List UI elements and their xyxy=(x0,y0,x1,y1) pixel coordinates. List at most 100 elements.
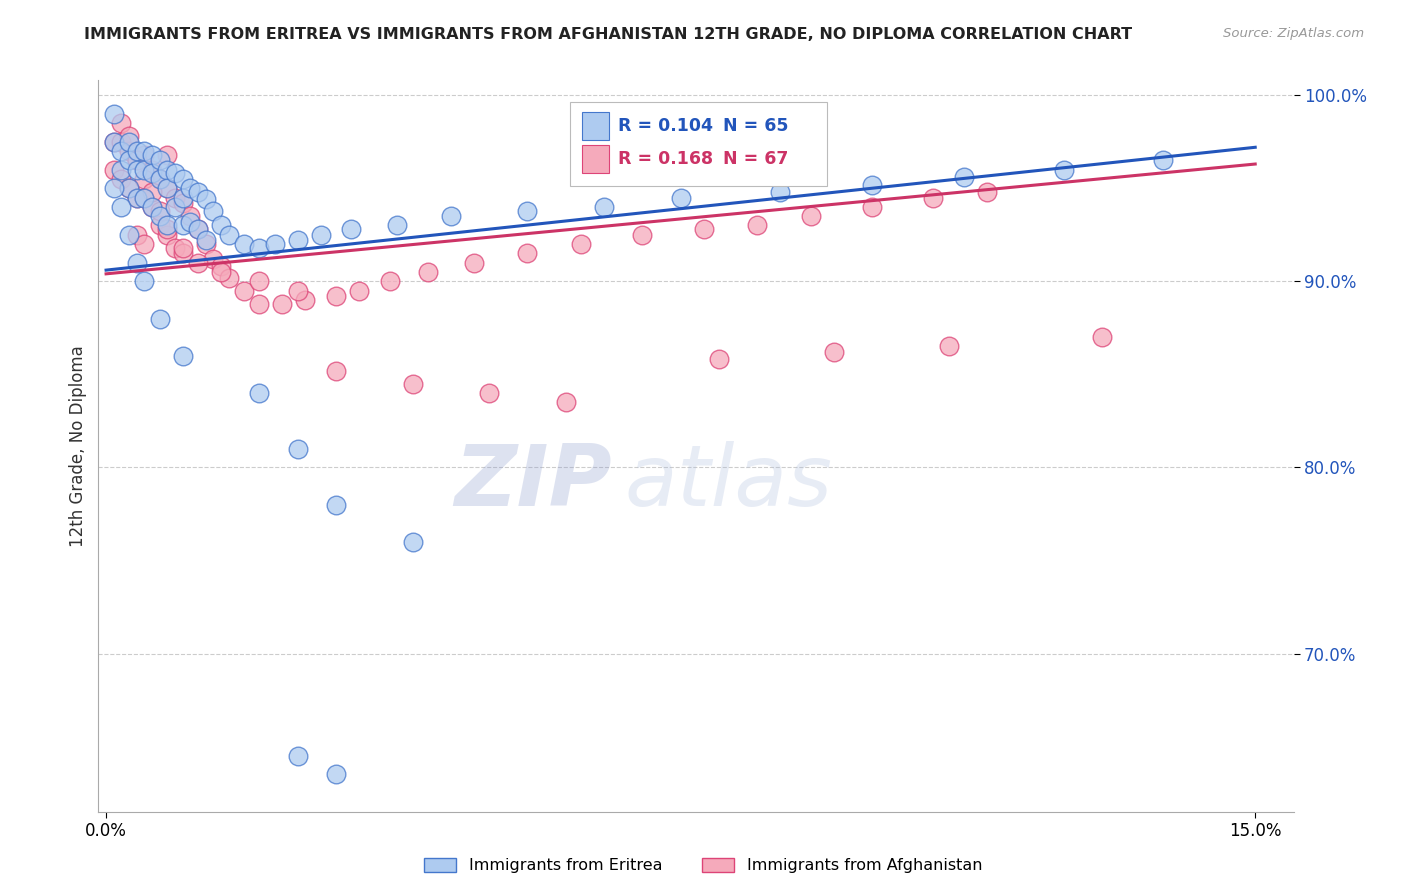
Point xyxy=(179,215,201,229)
Point xyxy=(163,190,186,204)
Point xyxy=(218,227,240,242)
Point xyxy=(287,748,309,763)
Point xyxy=(172,172,194,186)
Point xyxy=(103,135,125,149)
Point xyxy=(163,166,186,180)
Point xyxy=(860,200,883,214)
FancyBboxPatch shape xyxy=(571,103,827,186)
Point xyxy=(110,172,132,186)
Point xyxy=(156,162,179,177)
Text: IMMIGRANTS FROM ERITREA VS IMMIGRANTS FROM AFGHANISTAN 12TH GRADE, NO DIPLOMA CO: IMMIGRANTS FROM ERITREA VS IMMIGRANTS FR… xyxy=(84,27,1132,42)
Point xyxy=(478,386,501,401)
Point xyxy=(149,153,172,168)
Point xyxy=(187,222,209,236)
Point xyxy=(125,153,148,168)
Point xyxy=(187,222,209,236)
Point xyxy=(141,185,163,199)
Point xyxy=(156,181,179,195)
Point xyxy=(156,147,179,161)
Point xyxy=(385,219,409,233)
Point xyxy=(172,190,194,204)
Point xyxy=(187,255,209,269)
Point xyxy=(149,311,172,326)
Point xyxy=(309,227,332,242)
Point xyxy=(747,219,769,233)
Point xyxy=(125,153,148,168)
Point xyxy=(134,190,156,204)
Point xyxy=(156,227,179,242)
Point xyxy=(110,162,132,177)
Point xyxy=(118,129,141,144)
Point xyxy=(769,185,792,199)
Point xyxy=(823,345,845,359)
Point xyxy=(194,237,217,252)
Point xyxy=(125,255,148,269)
Text: R = 0.104: R = 0.104 xyxy=(619,118,713,136)
Point xyxy=(340,222,363,236)
Point xyxy=(631,227,654,242)
Point xyxy=(179,209,201,223)
Point xyxy=(141,200,163,214)
Legend: Immigrants from Eritrea, Immigrants from Afghanistan: Immigrants from Eritrea, Immigrants from… xyxy=(418,851,988,880)
Point xyxy=(294,293,316,307)
Point xyxy=(179,181,201,195)
Point xyxy=(110,135,132,149)
Point xyxy=(118,144,141,158)
Y-axis label: 12th Grade, No Diploma: 12th Grade, No Diploma xyxy=(69,345,87,547)
Point xyxy=(149,172,172,186)
Point xyxy=(172,219,194,233)
Point xyxy=(134,144,156,158)
Point xyxy=(463,255,485,269)
Point xyxy=(172,246,194,260)
Point xyxy=(141,162,163,177)
Point xyxy=(149,209,172,223)
Point xyxy=(172,196,194,211)
Point xyxy=(134,147,156,161)
Point xyxy=(118,153,141,168)
Point xyxy=(401,376,423,391)
Point xyxy=(860,178,883,192)
Point xyxy=(156,219,179,233)
Point xyxy=(134,172,156,186)
Point xyxy=(194,233,217,247)
Point xyxy=(163,200,186,214)
Point xyxy=(103,181,125,195)
Point xyxy=(325,498,347,512)
Point xyxy=(440,209,463,223)
Point xyxy=(378,274,401,288)
Point xyxy=(1053,162,1076,177)
Text: atlas: atlas xyxy=(624,441,832,524)
Point xyxy=(800,209,823,223)
Point xyxy=(125,190,148,204)
Point xyxy=(110,116,132,130)
Point xyxy=(516,246,538,260)
Point xyxy=(125,162,148,177)
Point xyxy=(593,200,616,214)
Point xyxy=(516,203,538,218)
Point xyxy=(247,296,270,310)
FancyBboxPatch shape xyxy=(582,112,609,140)
Point xyxy=(187,185,209,199)
Point xyxy=(163,241,186,255)
Point xyxy=(149,172,172,186)
Point xyxy=(233,284,256,298)
Point xyxy=(347,284,370,298)
Point xyxy=(569,237,592,252)
Point xyxy=(325,289,347,303)
Point xyxy=(103,135,125,149)
Point xyxy=(247,386,270,401)
Point xyxy=(669,190,692,204)
Point xyxy=(416,265,439,279)
Point xyxy=(287,442,309,456)
Point xyxy=(125,144,148,158)
Point xyxy=(1091,330,1114,344)
Point xyxy=(922,190,945,204)
Point xyxy=(156,222,179,236)
Point xyxy=(134,190,156,204)
Point xyxy=(263,237,285,252)
Point xyxy=(325,363,347,377)
Point xyxy=(125,227,148,242)
Point xyxy=(202,203,225,218)
Point xyxy=(953,169,976,184)
Point xyxy=(401,534,423,549)
